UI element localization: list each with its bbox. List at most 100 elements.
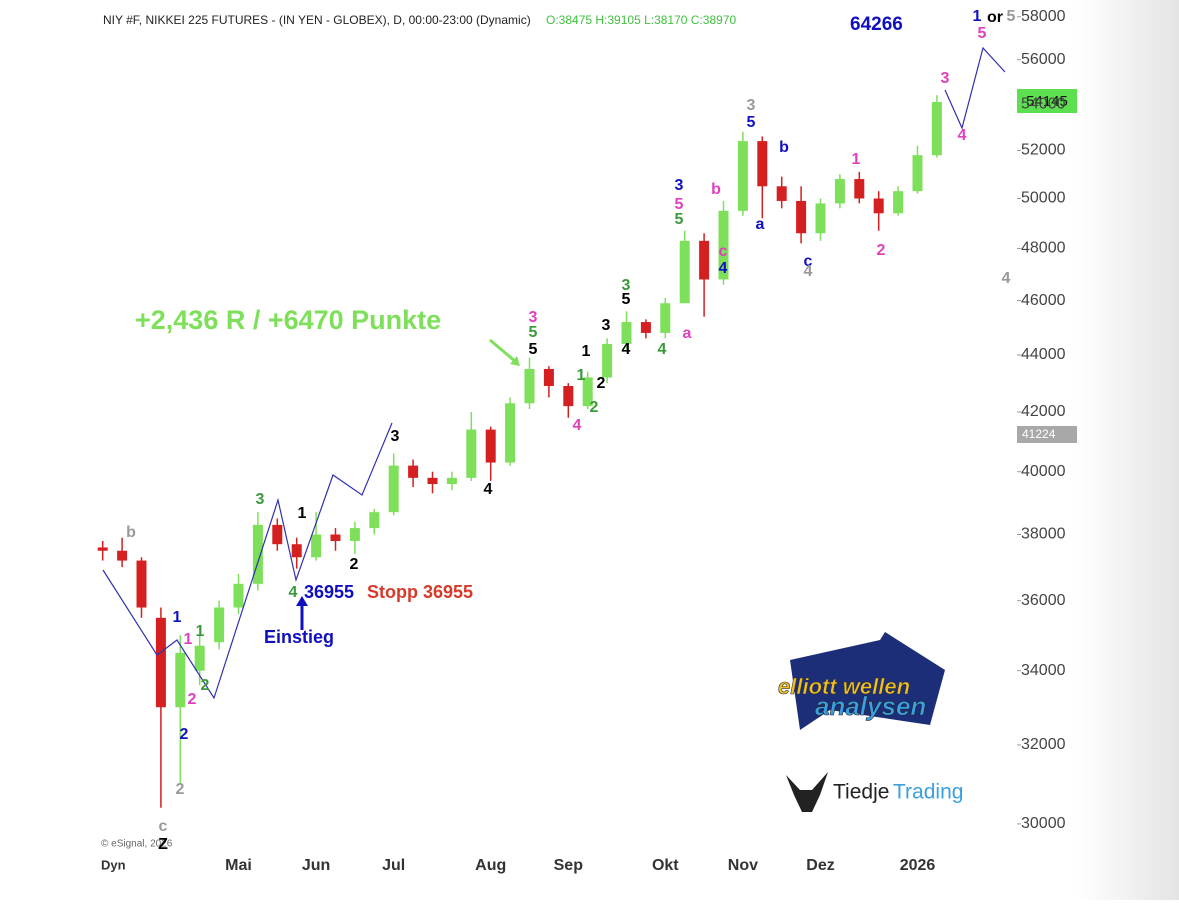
candle-body	[252, 524, 263, 584]
plot	[97, 16, 1021, 825]
candle-body	[873, 198, 884, 214]
wave-label: or	[987, 9, 1003, 26]
level-price: 41224	[1022, 427, 1056, 441]
y-tick-label: 40000	[1021, 463, 1066, 480]
candle-body	[834, 179, 845, 204]
wave-label: Z	[158, 836, 168, 853]
headline-arrowhead	[510, 356, 520, 366]
candle-body	[272, 524, 283, 545]
headline: +2,436 R / +6470 Punkte	[135, 305, 441, 335]
wave-label: 4	[804, 263, 813, 280]
y-tick-label: 38000	[1021, 526, 1066, 543]
wave-label: 4	[658, 341, 667, 358]
wave-label: 2	[201, 677, 210, 694]
wave-label: 3	[747, 97, 756, 114]
logo: elliott wellen analysen	[778, 632, 945, 730]
candle-body	[427, 477, 438, 485]
wave-label: 5	[675, 211, 684, 228]
y-tick-label: 42000	[1021, 403, 1066, 420]
candle-body	[931, 101, 942, 156]
x-tick-label: Sep	[554, 857, 584, 874]
logo-flag	[790, 632, 945, 730]
wave-label: 4	[289, 584, 298, 601]
wave-label: c	[804, 253, 813, 270]
header: NIY #F, NIKKEI 225 FUTURES - (IN YEN - G…	[103, 13, 531, 27]
wave-label: a	[756, 216, 765, 233]
last-price-box	[1017, 89, 1077, 113]
mode: Dyn	[101, 857, 126, 872]
x-tick-label: Dez	[806, 857, 834, 874]
wave-label: 5	[529, 324, 538, 341]
wave-label: 1	[184, 631, 193, 648]
candle-body	[330, 534, 341, 541]
y-tick-label: 44000	[1021, 346, 1066, 363]
candle-body	[737, 141, 748, 211]
wave-label: a	[683, 325, 692, 342]
target: 64266	[850, 14, 903, 35]
candle-body	[214, 607, 225, 643]
candle-body	[136, 560, 147, 608]
copyright: © eSignal, 2026	[101, 839, 173, 850]
ohlc-label: O:38475 H:39105 L:38170 C:38970	[546, 13, 736, 27]
candle-body	[388, 465, 399, 513]
last-price: 54145	[1026, 93, 1068, 110]
wave-label: 3	[602, 317, 611, 334]
brand-b: Trading	[893, 781, 963, 804]
wave-label: 2	[188, 691, 197, 708]
y-tick-label: 54000	[1021, 95, 1066, 112]
level-price-box	[1017, 426, 1077, 443]
x-tick-label: Mai	[225, 857, 252, 874]
y-tick-label: 48000	[1021, 240, 1066, 257]
candle-body	[505, 403, 516, 463]
y-tick-label: 36000	[1021, 592, 1066, 609]
candle-body	[796, 200, 807, 234]
candle-body	[311, 534, 322, 558]
wave-label: 5	[1007, 8, 1016, 25]
wave-label: b	[126, 524, 136, 541]
y-tick-label: 34000	[1021, 662, 1066, 679]
time-axis	[100, 852, 1077, 874]
x-tick-label: Jun	[302, 857, 330, 874]
stop: Stopp 36955	[367, 582, 473, 602]
brand-icon	[786, 772, 828, 812]
wave-label: 4	[1002, 270, 1011, 287]
candle-body	[446, 477, 457, 485]
wave-label: 1	[577, 367, 586, 384]
wave-label: 3	[529, 309, 538, 326]
candle-body	[563, 386, 574, 407]
candle-body	[640, 322, 651, 333]
wave-label: 2	[176, 781, 185, 798]
candle-body	[349, 528, 360, 541]
candle-body	[776, 186, 787, 201]
wave-label: 4	[573, 417, 582, 434]
candle-body	[815, 203, 826, 234]
wave-label: 1	[173, 609, 182, 626]
wave-label: 4	[484, 481, 493, 498]
candle-body	[291, 544, 302, 558]
candle-body	[621, 322, 632, 344]
wave-label: b	[711, 181, 721, 198]
candle-body	[660, 303, 671, 333]
brand-a: Tiedje	[833, 781, 889, 804]
candle-body	[912, 155, 923, 192]
y-tick-label: 52000	[1021, 142, 1066, 159]
wave-label: 2	[597, 375, 606, 392]
brand: Tiedje Trading	[786, 772, 963, 812]
candle-body	[117, 550, 128, 561]
y-tick-label: 58000	[1021, 8, 1066, 25]
wave-label: 1	[298, 505, 307, 522]
wave-label: 1	[973, 8, 982, 25]
entry-price: 36955	[304, 582, 354, 602]
candle-body	[194, 645, 205, 671]
wave-label: 1	[582, 343, 591, 360]
candle-body	[155, 617, 166, 708]
candle-body	[543, 368, 554, 387]
wave-label: b	[779, 139, 789, 156]
wave-label: 2	[590, 399, 599, 416]
candle-body	[893, 191, 904, 214]
wave-label: 5	[675, 196, 684, 213]
side-shade	[1077, 0, 1179, 900]
wave-label: 2	[180, 726, 189, 743]
candle-body	[485, 429, 496, 463]
